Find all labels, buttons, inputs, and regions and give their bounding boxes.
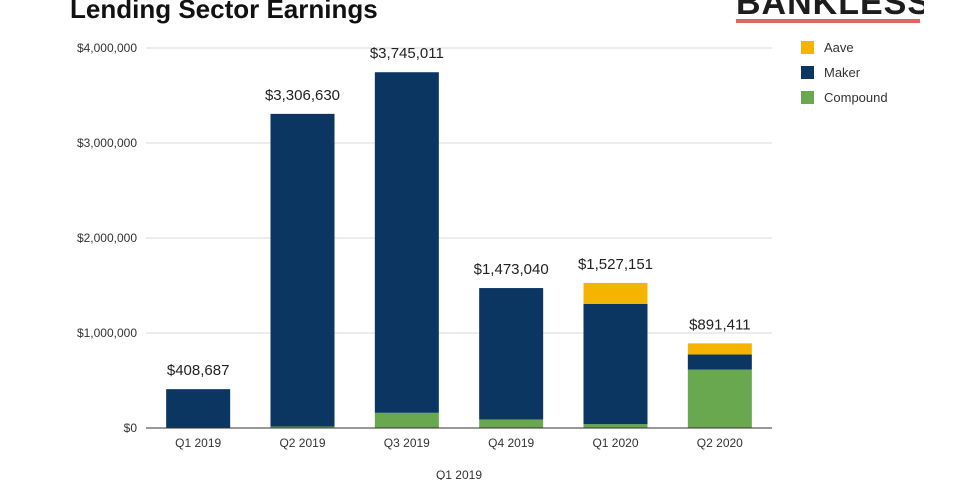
total-labels: $408,687 $3,306,630 $3,745,011 $1,473,040 $1…: [167, 45, 751, 379]
bankless-logo: BANKLESS: [736, 0, 924, 26]
bar-compound-q2-2019: [270, 426, 335, 428]
bar-compound-q1-2020: [583, 424, 648, 428]
y-tick-label: $0: [124, 421, 138, 435]
y-tick-label: $1,000,000: [77, 326, 137, 340]
bar-maker-q4-2019: [479, 288, 544, 420]
x-tick-label: Q2 2019: [279, 436, 325, 450]
bar-compound-q4-2019: [479, 419, 544, 428]
bar-aave-q2-2020: [687, 343, 752, 355]
legend-label-aave: Aave: [824, 40, 854, 55]
gridlines: [146, 47, 772, 334]
y-tick-label: $2,000,000: [77, 231, 137, 245]
bar-maker-q3-2019: [374, 72, 439, 413]
bar-maker-q2-2020: [687, 354, 752, 370]
total-label-q3-2019: $3,745,011: [370, 45, 444, 62]
x-axis: Q1 2019 Q2 2019 Q3 2019 Q4 2019 Q1 2020 Q2 20…: [146, 427, 772, 480]
bar-maker-q2-2019: [270, 113, 335, 427]
bar-aave-q1-2020: [583, 282, 648, 304]
bars: [166, 72, 752, 428]
bar-maker-q1-2019: [166, 389, 231, 428]
x-tick-label: Q1 2019: [175, 436, 221, 450]
bar-compound-q2-2020: [687, 369, 752, 428]
total-label-q1-2020: $1,527,151: [578, 256, 653, 273]
x-tick-label: Q4 2019: [488, 436, 534, 450]
y-tick-label: $4,000,000: [77, 41, 137, 55]
x-axis-label: Q1 2019: [436, 468, 482, 480]
x-tick-label: Q2 2020: [697, 436, 743, 450]
x-tick-label: Q1 2020: [592, 436, 638, 450]
legend-swatch-aave: [801, 41, 814, 54]
y-tick-label: $3,000,000: [77, 136, 137, 150]
total-label-q2-2019: $3,306,630: [265, 87, 340, 104]
legend-swatch-maker: [801, 66, 814, 79]
y-axis: $0 $1,000,000 $2,000,000 $3,000,000 $4,000,0…: [77, 41, 137, 435]
legend-swatch-compound: [801, 91, 814, 104]
total-label-q2-2020: $891,411: [689, 316, 750, 333]
total-label-q4-2019: $1,473,040: [474, 261, 549, 278]
legend: Aave Maker Compound: [801, 40, 888, 105]
bar-maker-q1-2020: [583, 303, 648, 425]
total-label-q1-2019: $408,687: [167, 362, 230, 379]
legend-label-maker: Maker: [824, 65, 861, 80]
logo-underline: [736, 19, 920, 23]
bar-compound-q3-2019: [374, 412, 439, 428]
legend-label-compound: Compound: [824, 90, 888, 105]
logo-text: BANKLESS: [736, 0, 924, 22]
chart-title: Lending Sector Earnings: [70, 0, 378, 24]
x-tick-label: Q3 2019: [384, 436, 430, 450]
